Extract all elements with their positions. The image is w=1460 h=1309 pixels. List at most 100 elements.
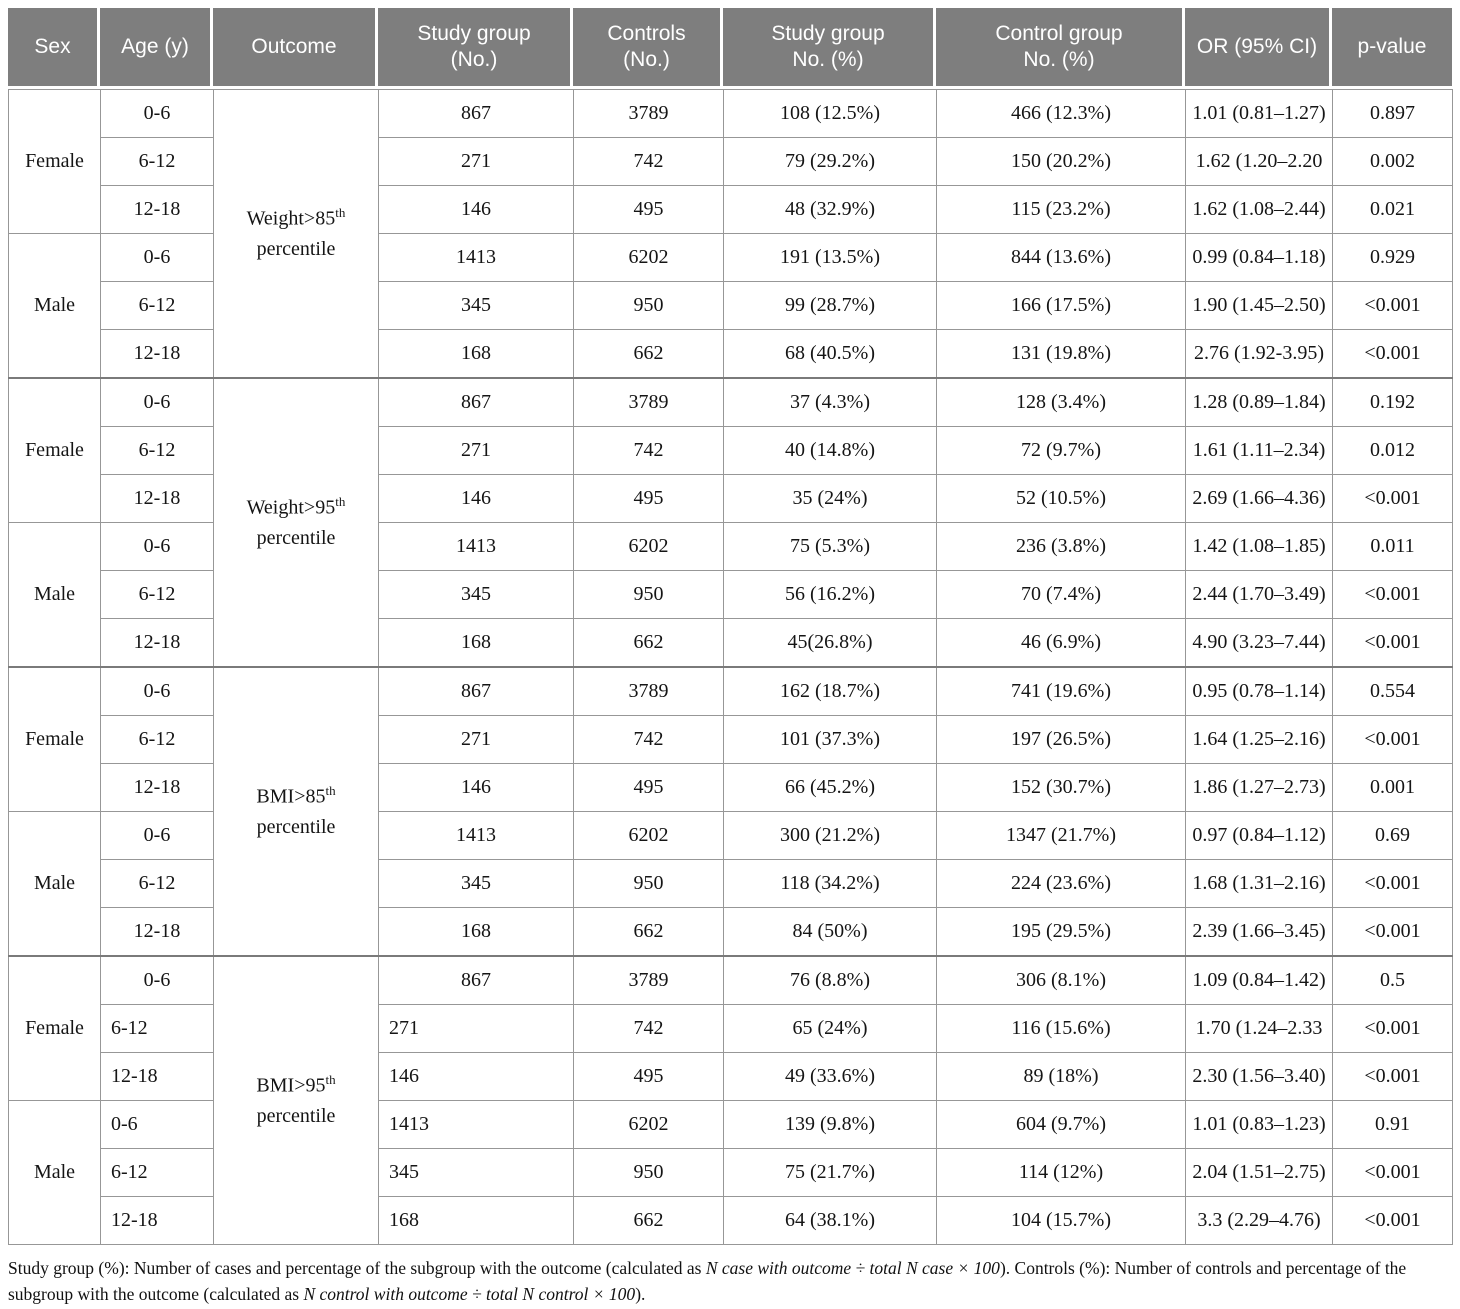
outcome-superscript: th <box>325 783 336 799</box>
p-value-cell: <0.001 <box>1332 329 1453 379</box>
study-count-cell: 168 <box>378 618 574 668</box>
outcome-superscript: th <box>335 494 346 510</box>
controls-count-cell: 6202 <box>573 522 724 571</box>
study-count-cell: 168 <box>378 907 574 957</box>
p-value-cell: 0.69 <box>1332 811 1453 860</box>
sex-cell: Female <box>8 666 101 812</box>
controls-count-cell: 950 <box>573 281 724 330</box>
table-row: Male 0-6 1413 6202 75 (5.3%) 236 (3.8%) 1.42 (… <box>8 522 1453 668</box>
control-percent-cell: 152 (30.7%) <box>936 763 1186 812</box>
controls-count-cell: 662 <box>573 329 724 379</box>
odds-ratio-cell: 1.70 (1.24–2.33 <box>1185 1004 1333 1053</box>
age-cell: 0-6 <box>100 1100 214 1149</box>
control-percent-cell: 114 (12%) <box>936 1148 1186 1197</box>
age-cell: 0-6 <box>100 522 214 571</box>
study-percent-cell: 191 (13.5%) <box>723 233 937 282</box>
p-value-cell: <0.001 <box>1332 618 1453 668</box>
sex-cell: Male <box>8 811 101 957</box>
p-value-cell: <0.001 <box>1332 1052 1453 1101</box>
column-header-odds-ratio: OR (95% CI) <box>1185 8 1332 86</box>
column-header-p-value: p-value <box>1332 8 1452 86</box>
study-count-cell: 168 <box>378 1196 574 1245</box>
study-count-cell: 146 <box>378 1052 574 1101</box>
outcome-cell: BMI>95th percentile <box>213 955 379 1245</box>
control-percent-cell: 70 (7.4%) <box>936 570 1186 619</box>
sex-cell: Male <box>8 522 101 668</box>
age-cell: 6-12 <box>100 715 214 764</box>
control-percent-cell: 741 (19.6%) <box>936 666 1186 716</box>
control-percent-cell: 89 (18%) <box>936 1052 1186 1101</box>
p-value-cell: <0.001 <box>1332 570 1453 619</box>
study-count-cell: 168 <box>378 329 574 379</box>
control-percent-cell: 115 (23.2%) <box>936 185 1186 234</box>
column-header-controls-n: Controls (No.) <box>573 8 723 86</box>
control-percent-cell: 306 (8.1%) <box>936 955 1186 1005</box>
column-header-control-group-pct: Control group No. (%) <box>936 8 1185 86</box>
study-count-cell: 345 <box>378 859 574 908</box>
table-row: 6-12 271 742 101 (37.3%) 197 (26.5%) 1.64 (1.… <box>9 715 1453 764</box>
controls-count-cell: 6202 <box>573 233 724 282</box>
controls-count-cell: 495 <box>573 763 724 812</box>
study-count-cell: 1413 <box>378 522 574 571</box>
odds-ratio-cell: 0.97 (0.84–1.12) <box>1185 811 1333 860</box>
odds-ratio-cell: 1.64 (1.25–2.16) <box>1185 715 1333 764</box>
odds-ratio-cell: 0.99 (0.84–1.18) <box>1185 233 1333 282</box>
footnote-text: ). <box>635 1284 646 1305</box>
age-cell: 6-12 <box>100 570 214 619</box>
odds-ratio-cell: 0.95 (0.78–1.14) <box>1185 666 1333 716</box>
study-count-cell: 867 <box>378 955 574 1005</box>
study-percent-cell: 84 (50%) <box>723 907 937 957</box>
age-cell: 12-18 <box>100 618 214 668</box>
age-cell: 6-12 <box>100 137 214 186</box>
p-value-cell: 0.002 <box>1332 137 1453 186</box>
sex-cell: Male <box>8 1100 101 1245</box>
odds-ratio-cell: 1.86 (1.27–2.73) <box>1185 763 1333 812</box>
controls-count-cell: 950 <box>573 570 724 619</box>
controls-count-cell: 3789 <box>573 666 724 716</box>
odds-ratio-cell: 1.01 (0.81–1.27) <box>1185 89 1333 138</box>
study-count-cell: 271 <box>378 137 574 186</box>
column-header-outcome: Outcome <box>213 8 378 86</box>
study-count-cell: 271 <box>378 426 574 475</box>
study-count-cell: 271 <box>378 1004 574 1053</box>
column-header-study-group-pct: Study group No. (%) <box>723 8 936 86</box>
outcomes-table: Female 0-6 Weight>85th percentile 867 3789 108… <box>8 89 1453 1245</box>
control-percent-cell: 116 (15.6%) <box>936 1004 1186 1053</box>
control-percent-cell: 466 (12.3%) <box>936 89 1186 138</box>
p-value-cell: <0.001 <box>1332 1148 1453 1197</box>
odds-ratio-cell: 1.28 (0.89–1.84) <box>1185 377 1333 427</box>
age-cell: 0-6 <box>100 666 214 716</box>
controls-count-cell: 662 <box>573 907 724 957</box>
control-percent-cell: 46 (6.9%) <box>936 618 1186 668</box>
controls-count-cell: 6202 <box>573 811 724 860</box>
study-percent-cell: 65 (24%) <box>723 1004 937 1053</box>
age-cell: 6-12 <box>100 859 214 908</box>
table-row: Female 0-6 BMI>95th percentile 867 3789 76 (8.… <box>8 955 1453 1245</box>
table-header-row: Sex Age (y) Outcome Study group (No.) Co… <box>8 8 1452 86</box>
table-row: Female 0-6 BMI>85th percentile 867 3789 162 (1… <box>8 666 1453 957</box>
controls-count-cell: 662 <box>573 1196 724 1245</box>
outcome-superscript: th <box>335 205 346 221</box>
age-cell: 12-18 <box>100 907 214 957</box>
table-row: 12-18 146 495 66 (45.2%) 152 (30.7%) 1.86 (1.… <box>9 763 1453 812</box>
controls-count-cell: 742 <box>573 426 724 475</box>
outcome-line2: percentile <box>256 526 336 549</box>
odds-ratio-cell: 1.01 (0.83–1.23) <box>1185 1100 1333 1149</box>
table-row: 6-12 345 950 99 (28.7%) 166 (17.5%) 1.90 (1.4… <box>9 281 1453 330</box>
study-count-cell: 146 <box>378 185 574 234</box>
age-cell: 12-18 <box>100 185 214 234</box>
footnote-text: Study group (%): Number of cases and per… <box>8 1258 706 1278</box>
table-row: Male 0-6 1413 6202 300 (21.2%) 1347 (21.7%) 0.… <box>8 811 1453 957</box>
age-cell: 6-12 <box>100 426 214 475</box>
p-value-cell: 0.021 <box>1332 185 1453 234</box>
p-value-cell: 0.554 <box>1332 666 1453 716</box>
control-percent-cell: 131 (19.8%) <box>936 329 1186 379</box>
study-percent-cell: 76 (8.8%) <box>723 955 937 1005</box>
study-percent-cell: 66 (45.2%) <box>723 763 937 812</box>
outcome-line2: percentile <box>256 1104 336 1127</box>
outcome-cell: BMI>85th percentile <box>213 666 379 957</box>
study-count-cell: 1413 <box>378 233 574 282</box>
study-count-cell: 271 <box>378 715 574 764</box>
age-cell: 0-6 <box>100 377 214 427</box>
footnote-formula: N case with outcome ÷ total N case × 100 <box>705 1258 1000 1278</box>
